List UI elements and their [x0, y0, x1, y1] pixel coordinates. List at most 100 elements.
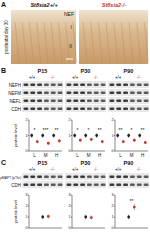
category-label: L [119, 153, 122, 158]
genotype: -/- [137, 167, 142, 172]
tick [28, 120, 29, 121]
tick [114, 217, 115, 218]
blot [108, 89, 149, 96]
error-bar [123, 140, 124, 143]
blot [22, 105, 63, 112]
genotype: -/- [94, 75, 99, 80]
band [137, 183, 142, 186]
annotation: ** [141, 127, 145, 133]
band [110, 183, 115, 186]
genotype: +/+ [29, 167, 36, 172]
point [84, 134, 87, 137]
band [37, 83, 42, 86]
band [73, 99, 78, 102]
fiber [137, 22, 141, 63]
genotype: +/+ [72, 167, 79, 172]
band [101, 107, 106, 110]
point [95, 134, 98, 137]
band [58, 107, 63, 110]
annotation: *** [43, 127, 49, 133]
band [130, 175, 135, 178]
fiber [58, 22, 62, 63]
band [44, 83, 49, 86]
marks [30, 133, 60, 145]
band [94, 91, 99, 94]
tick-label: 2 [111, 118, 113, 122]
axis-label: protein level [13, 200, 18, 223]
category-label: M [87, 153, 91, 158]
fiber [37, 22, 41, 63]
age: P30 [81, 160, 91, 166]
error-bar [128, 133, 129, 138]
point [90, 216, 93, 219]
tick [28, 228, 29, 229]
point [41, 216, 44, 219]
error-bar [91, 215, 92, 219]
band [67, 107, 72, 110]
band [94, 175, 99, 178]
band [37, 183, 42, 186]
scale-bar [66, 59, 73, 60]
error-bar [128, 215, 129, 219]
age: P90 [124, 160, 134, 166]
point [101, 140, 104, 143]
tick [71, 217, 72, 218]
blot-label: NEFM [8, 91, 21, 96]
fiber [106, 22, 110, 63]
point [73, 134, 76, 137]
band [130, 83, 135, 86]
band [24, 99, 29, 102]
fiber [22, 22, 26, 63]
tick-label: 1 [111, 134, 113, 138]
blot [65, 81, 106, 88]
band [137, 83, 142, 86]
tick [28, 151, 29, 152]
band [44, 175, 49, 178]
point [122, 140, 125, 143]
fiber [129, 22, 133, 63]
fiber [121, 22, 125, 63]
band [130, 107, 135, 110]
x-axis [72, 228, 105, 229]
fiber [91, 22, 95, 63]
error-bar [91, 138, 92, 142]
y-axis [72, 195, 73, 228]
band [123, 83, 128, 86]
point [58, 140, 61, 143]
band [73, 91, 78, 94]
tick-label: 3 [25, 193, 27, 197]
fiber [83, 22, 87, 63]
error-bar [74, 133, 75, 138]
band [144, 91, 149, 94]
band [51, 91, 56, 94]
band [37, 99, 42, 102]
error-bar [134, 138, 135, 142]
genotype: +/+ [29, 75, 36, 80]
tick-label: 2 [111, 204, 113, 208]
blot-label: NEFL [9, 99, 21, 104]
tick-label: 0 [111, 149, 113, 153]
tick-label: 0 [68, 149, 70, 153]
age: P15 [38, 160, 48, 166]
tick-label: 0 [25, 226, 27, 230]
age: P90 [124, 68, 134, 74]
band [44, 99, 49, 102]
error-bar [31, 133, 32, 138]
band [94, 83, 99, 86]
tick [71, 135, 72, 136]
genotype: -/- [137, 75, 142, 80]
band [144, 99, 149, 102]
band [51, 183, 56, 186]
marks [116, 133, 146, 144]
band [67, 183, 72, 186]
tick [28, 135, 29, 136]
tick-label: 1 [25, 134, 27, 138]
tick-label: 3 [111, 193, 113, 197]
tick-label: 2 [68, 204, 70, 208]
tick [71, 120, 72, 121]
annotation: * [88, 127, 90, 133]
band [44, 183, 49, 186]
band [24, 183, 29, 186]
tick [114, 206, 115, 207]
band [137, 91, 142, 94]
